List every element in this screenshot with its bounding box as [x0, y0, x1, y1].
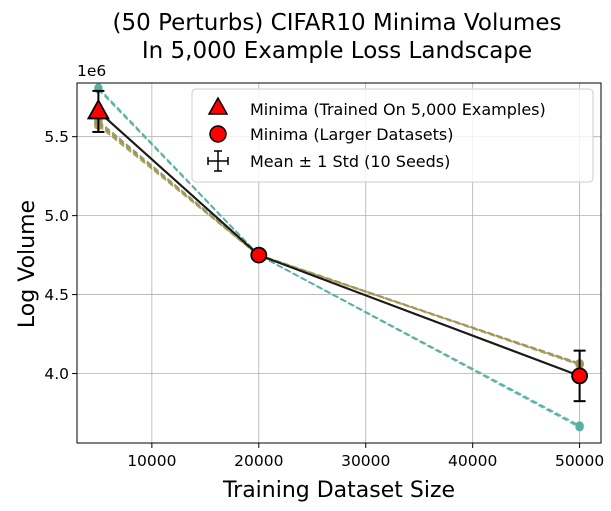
legend-triangle-marker [207, 96, 229, 115]
y-axis: 4.0 4.5 5.0 5.5 [44, 128, 77, 383]
plot-frame [76, 82, 602, 444]
chart-title: (50 Perturbs) CIFAR10 Minima Volumes In … [113, 10, 562, 64]
mean-series-group [86, 89, 589, 403]
legend-circle-marker [209, 125, 227, 143]
y-tick-label: 4.5 [44, 286, 69, 304]
legend-entry-errorbar: Mean ± 1 Std (10 Seeds) [207, 150, 450, 172]
chart-title-line-2: In 5,000 Example Loss Landscape [142, 38, 532, 64]
legend-label-triangle: Minima (Trained On 5,000 Examples) [250, 100, 546, 119]
y-offset-text: 1e6 [77, 62, 106, 80]
legend-label-errorbar: Mean ± 1 Std (10 Seeds) [250, 152, 450, 171]
y-axis-label: Log Volume [15, 200, 40, 328]
y-tick-label: 5.0 [44, 207, 69, 225]
x-tick-label: 40000 [448, 452, 497, 470]
x-tick-label: 20000 [234, 452, 283, 470]
x-tick-label: 10000 [127, 452, 176, 470]
legend: Minima (Trained On 5,000 Examples) Minim… [191, 88, 594, 183]
x-tick-label: 30000 [341, 452, 390, 470]
x-tick-label: 50000 [555, 452, 604, 470]
chart-title-line-1: (50 Perturbs) CIFAR10 Minima Volumes [113, 10, 562, 36]
minima-circle-marker [571, 367, 589, 385]
y-tick-label: 4.0 [44, 365, 69, 383]
minima-circle-marker [250, 246, 268, 264]
minima-triangle-marker [86, 98, 110, 120]
x-axis-label: Training Dataset Size [222, 478, 455, 503]
legend-frame [191, 88, 594, 183]
legend-entry-triangle: Minima (Trained On 5,000 Examples) [207, 96, 546, 119]
x-axis: 10000 20000 30000 40000 50000 [127, 443, 604, 470]
legend-entry-circle: Minima (Larger Datasets) [209, 125, 453, 144]
y-tick-label: 5.5 [44, 128, 69, 146]
seed-point [575, 421, 584, 430]
legend-label-circle: Minima (Larger Datasets) [250, 125, 453, 144]
